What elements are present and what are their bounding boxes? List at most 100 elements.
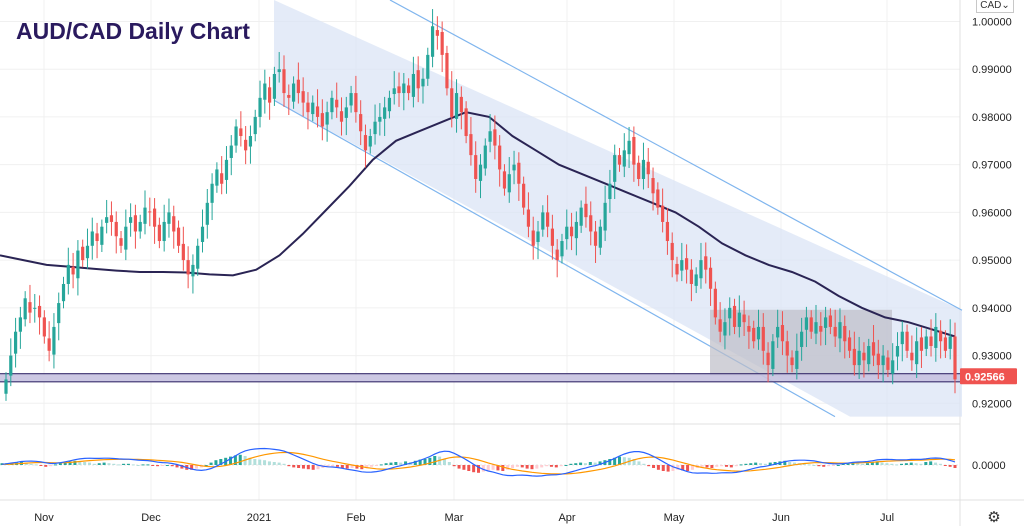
candle	[181, 226, 185, 271]
candle	[426, 47, 430, 86]
candle-body	[622, 150, 626, 167]
candle-body	[574, 221, 578, 239]
macd-hist-bar	[608, 459, 612, 465]
candle-body	[589, 215, 593, 232]
macd-hist-bar	[316, 465, 320, 470]
candle	[114, 211, 118, 254]
macd-hist-bar	[287, 465, 291, 467]
macd-hist-bar	[875, 461, 879, 465]
candle	[565, 209, 569, 250]
x-tick-label: Nov	[34, 512, 54, 524]
candle-body	[311, 102, 315, 115]
candle	[800, 317, 804, 361]
candle	[857, 336, 861, 379]
macd-hist-bar	[856, 463, 860, 465]
candle-body	[483, 145, 487, 169]
macd-hist-bar	[720, 465, 724, 467]
macd-hist-bar	[793, 462, 797, 465]
candle-body	[555, 249, 559, 261]
candle-body	[210, 183, 214, 203]
macd-hist-bar	[457, 465, 461, 469]
candle-body	[296, 79, 300, 94]
macd-hist-bar	[370, 465, 374, 467]
candle-body	[828, 315, 832, 327]
last-price-tag: 0.92566	[960, 368, 1017, 385]
candle	[133, 204, 138, 249]
macd-hist-bar	[350, 465, 354, 468]
candle-body	[354, 93, 358, 113]
macd-hist-bar	[165, 465, 169, 466]
macd-hist-bar	[389, 462, 393, 465]
macd-hist-bar	[136, 465, 140, 466]
candle-body	[66, 264, 70, 284]
macd-hist-bar	[759, 463, 763, 465]
candle-body	[229, 145, 233, 158]
candle-body	[464, 108, 468, 137]
macd-hist-bar	[442, 459, 446, 465]
candle-body	[205, 202, 209, 225]
candle	[454, 79, 459, 133]
macd-hist-bar	[374, 465, 378, 466]
candle	[244, 126, 248, 165]
gear-icon[interactable]: ⚙	[987, 508, 1001, 526]
candle	[296, 62, 300, 104]
candle-body	[656, 189, 660, 208]
macd-hist-bar	[501, 465, 505, 471]
candles	[4, 9, 957, 401]
candle-body	[119, 238, 123, 246]
candle-body	[613, 155, 617, 182]
macd-hist-bar	[647, 465, 651, 467]
y-tick-label: 0.93000	[972, 351, 1012, 363]
macd-hist-bar	[229, 456, 233, 465]
candle-body	[742, 314, 746, 323]
y-axis: 1.00000 0.99000 0.98000 0.97000 0.96000 0.950…	[972, 16, 1012, 410]
macd-hist-bar	[335, 465, 339, 467]
candle-body	[823, 317, 828, 328]
macd-hist-bar	[618, 456, 622, 465]
currency-button[interactable]: CAD⌄	[976, 0, 1014, 13]
candle-body	[244, 139, 248, 151]
macd-hist-bar	[452, 465, 456, 467]
macd-hist-bar	[311, 465, 315, 470]
macd-hist-bar	[447, 462, 451, 465]
candle	[507, 157, 511, 203]
candle-body	[349, 93, 353, 106]
candle-body	[800, 331, 804, 347]
candle-body	[71, 266, 75, 275]
macd-hist-bar	[734, 465, 738, 467]
macd-hist-bar	[365, 465, 369, 468]
candle-body	[109, 215, 114, 222]
macd-hist-bar	[515, 465, 519, 467]
macd-hist-bar	[554, 465, 558, 468]
candle	[732, 298, 737, 335]
candle-body	[124, 226, 128, 250]
candle	[689, 259, 693, 302]
candle-body	[752, 327, 756, 342]
candle-body	[943, 337, 948, 351]
macd-hist-bar	[214, 460, 218, 465]
candle-body	[143, 207, 147, 224]
candle-body	[915, 341, 919, 365]
candle-body	[287, 94, 291, 98]
macd-hist-bar	[506, 465, 510, 470]
candle-body	[383, 107, 387, 119]
candle	[886, 350, 890, 378]
macd-hist-bar	[632, 459, 636, 465]
macd-hist-bar	[34, 464, 38, 466]
candle	[728, 297, 732, 336]
candle	[574, 211, 578, 256]
candle-body	[804, 317, 809, 330]
candle-body	[934, 326, 938, 348]
candle-body	[162, 221, 166, 242]
candle-body	[814, 322, 818, 334]
candle	[493, 115, 497, 160]
candle	[349, 85, 353, 113]
x-tick-label: Jul	[880, 512, 894, 524]
candle	[152, 198, 157, 244]
candle-body	[737, 312, 741, 327]
macd-hist-bar	[520, 465, 524, 468]
moving-average	[0, 111, 956, 338]
candle	[90, 217, 94, 260]
currency-label[interactable]: CAD	[980, 0, 1002, 11]
candle-body	[948, 336, 952, 349]
